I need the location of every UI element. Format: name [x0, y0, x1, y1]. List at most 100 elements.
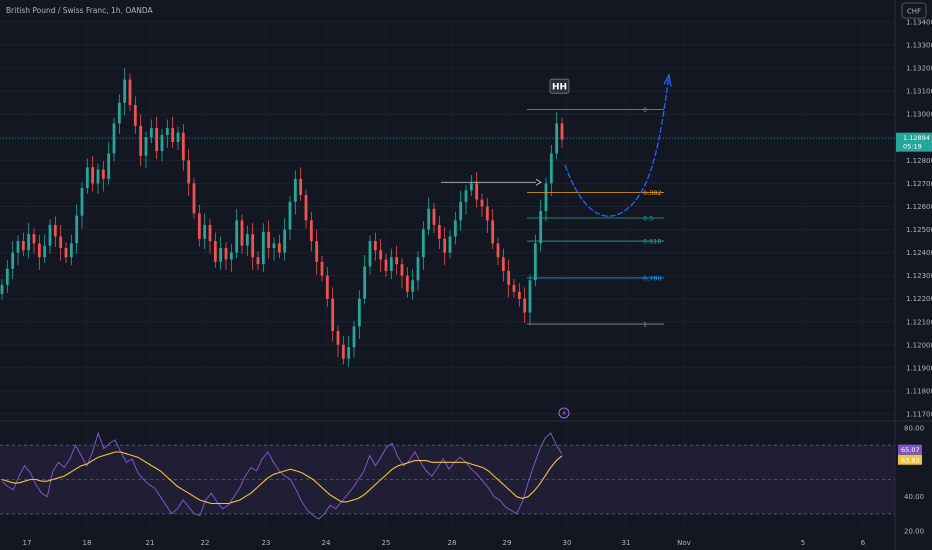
- candle-body: [283, 229, 287, 253]
- candle-body: [304, 194, 308, 221]
- candle-body: [5, 268, 9, 285]
- candle-body: [309, 220, 313, 242]
- candle-body: [85, 167, 89, 189]
- candle-body: [91, 167, 95, 184]
- rsi-tick-label: 80.00: [904, 425, 924, 433]
- candle-body: [16, 241, 20, 253]
- candle-body: [187, 160, 191, 184]
- candle-body: [43, 245, 47, 258]
- price-tick-label: 1.13400: [906, 19, 932, 27]
- rsi-tick-label: 40.00: [904, 493, 924, 501]
- candle-body: [331, 298, 335, 331]
- candle-body: [384, 259, 388, 272]
- time-tick-label: 6: [861, 539, 866, 547]
- time-tick-label: 22: [201, 539, 210, 547]
- lightning-icon-bolt: [562, 409, 566, 417]
- candle-body: [421, 229, 425, 258]
- candle-body: [144, 137, 148, 156]
- time-axis: 17 18 21 22 23 24 25 28 29 30 31 Nov 5 6: [23, 539, 866, 547]
- candle-body: [427, 208, 431, 230]
- candle-body: [485, 206, 489, 221]
- lightning-icon: [558, 407, 570, 419]
- candle-body: [464, 190, 468, 202]
- price-tick-label: 1.13100: [906, 88, 932, 96]
- candle-body: [267, 231, 271, 248]
- candle-body: [341, 344, 345, 359]
- time-tick-label: 5: [801, 539, 805, 547]
- current-price-tag: [896, 132, 932, 152]
- candle-body: [315, 241, 319, 262]
- rsi-value-label: 65.07: [901, 446, 920, 454]
- candle-body: [27, 234, 31, 251]
- fibonacci-retracement: 0 0.382 0.5 0.618 0.786 1: [527, 106, 664, 329]
- candle-body: [299, 178, 303, 195]
- candle-body: [139, 125, 143, 156]
- candle-body: [475, 183, 479, 200]
- price-tick-label: 1.13200: [906, 65, 932, 73]
- candle-body: [277, 243, 281, 253]
- candle-body: [0, 284, 4, 295]
- candle-body: [357, 298, 361, 327]
- candle-body: [416, 257, 420, 281]
- candle-body: [368, 241, 372, 267]
- candle-body: [480, 199, 484, 207]
- rsi-line: [1, 431, 563, 520]
- candle-body: [48, 224, 52, 246]
- candle-body: [59, 236, 63, 248]
- currency-badge[interactable]: CHF: [901, 2, 927, 19]
- candle-body: [229, 252, 233, 260]
- candle-body: [224, 247, 228, 260]
- candle-body: [101, 169, 105, 179]
- projection-arrow-head: [663, 73, 672, 87]
- candle-body: [293, 178, 297, 202]
- time-tick-label: 31: [622, 539, 631, 547]
- fib-level-label: 0.786: [643, 274, 662, 282]
- candle-body: [469, 183, 473, 191]
- price-tick-label: 1.12300: [906, 272, 932, 280]
- candle-body: [213, 241, 217, 262]
- time-tick-label: 29: [503, 539, 512, 547]
- candle-body: [32, 234, 36, 244]
- rsi-value-tag: [898, 444, 922, 455]
- hh-label-box: [549, 78, 570, 94]
- rsi-ma-line: [1, 451, 563, 505]
- fib-level-label: 0: [643, 106, 647, 114]
- candle-body: [560, 123, 564, 140]
- candle-body: [501, 257, 505, 272]
- time-tick-label: Nov: [677, 539, 691, 547]
- candle-body: [181, 132, 185, 161]
- candle-body: [235, 220, 239, 253]
- time-tick-label: 25: [382, 539, 391, 547]
- candle-body: [411, 280, 415, 292]
- fib-level-label: 0.5: [643, 215, 653, 223]
- candle-body: [405, 275, 409, 292]
- candle-body: [219, 247, 223, 262]
- candle-body: [288, 201, 292, 230]
- candle-body: [208, 224, 212, 242]
- candle-body: [245, 234, 249, 246]
- candle-body: [240, 220, 244, 246]
- price-tick-label: 1.12000: [906, 341, 932, 349]
- candle-body: [448, 236, 452, 253]
- candle-body: [491, 220, 495, 244]
- symbol-title: British Pound / Swiss Franc, 1h, OANDA: [6, 6, 154, 15]
- rsi-value-tag: [898, 454, 922, 465]
- price-tick-label: 1.12800: [906, 157, 932, 165]
- candle-body: [96, 169, 100, 184]
- projection-path: [564, 74, 670, 217]
- candle-body: [507, 271, 511, 285]
- candle-body: [37, 243, 41, 258]
- candle-body: [389, 257, 393, 272]
- candle-body: [256, 257, 260, 265]
- price-tick-label: 1.12400: [906, 249, 932, 257]
- candle-body: [261, 231, 265, 265]
- price-tick-label: 1.13300: [906, 42, 932, 50]
- candle-body: [437, 224, 441, 239]
- candle-body: [523, 298, 527, 313]
- rsi-tick-label: 20.00: [904, 528, 924, 536]
- candle-body: [544, 183, 548, 212]
- candle-body: [192, 183, 196, 214]
- candle-body: [496, 243, 500, 258]
